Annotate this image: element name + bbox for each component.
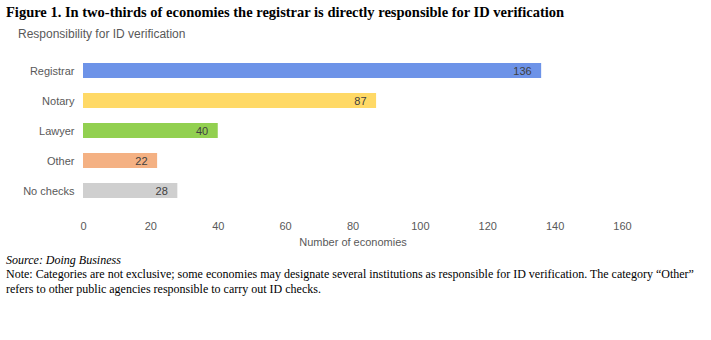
svg-text:40: 40 bbox=[212, 220, 224, 232]
svg-text:Number of economies: Number of economies bbox=[299, 236, 407, 248]
svg-text:No checks: No checks bbox=[23, 185, 75, 197]
svg-text:0: 0 bbox=[80, 220, 86, 232]
svg-text:Lawyer: Lawyer bbox=[39, 125, 75, 137]
svg-text:40: 40 bbox=[196, 125, 208, 137]
svg-text:Notary: Notary bbox=[42, 95, 75, 107]
svg-text:Other: Other bbox=[47, 155, 75, 167]
svg-text:140: 140 bbox=[546, 220, 564, 232]
svg-text:136: 136 bbox=[513, 65, 531, 77]
html-text:Figure 1. In two-thirds of eco: Figure 1. In two-thirds of economies the… bbox=[6, 4, 565, 20]
svg-text:20: 20 bbox=[145, 220, 157, 232]
svg-text:Registrar: Registrar bbox=[30, 65, 75, 77]
html-text:Source: Doing Business: Source: Doing Business bbox=[6, 253, 121, 267]
svg-text:28: 28 bbox=[156, 185, 168, 197]
svg-text:80: 80 bbox=[347, 220, 359, 232]
svg-text:100: 100 bbox=[411, 220, 429, 232]
svg-text:160: 160 bbox=[613, 220, 631, 232]
svg-text:120: 120 bbox=[479, 220, 497, 232]
html-text:Responsibility for ID verifica: Responsibility for ID verification bbox=[18, 27, 186, 41]
svg-text:60: 60 bbox=[280, 220, 292, 232]
svg-text:22: 22 bbox=[135, 155, 147, 167]
html-text:Note: Categories are not exclu: Note: Categories are not exclusive; some… bbox=[6, 267, 694, 296]
svg-text:87: 87 bbox=[354, 95, 366, 107]
